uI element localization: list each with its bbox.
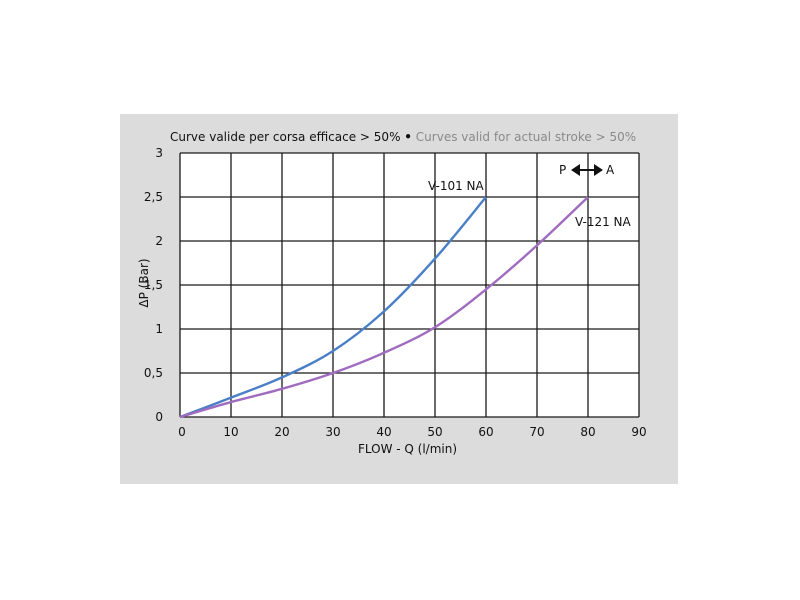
y-tick-label: 2,5 — [144, 190, 163, 204]
title-english: Curves valid for actual stroke > 50% — [415, 130, 637, 144]
x-axis-label: FLOW - Q (l/min) — [358, 442, 457, 456]
double-arrow-left-head — [571, 164, 580, 176]
y-tick-label: 2 — [155, 234, 163, 248]
title-italian: Curve valide per corsa efficace > 50% — [170, 130, 401, 144]
annotation-p-label: P — [559, 163, 566, 177]
double-arrow-right-head — [594, 164, 603, 176]
y-tick-label: 1,5 — [144, 278, 163, 292]
x-tick-label: 10 — [223, 425, 238, 439]
x-tick-label: 0 — [178, 425, 186, 439]
series-line-0 — [179, 196, 487, 419]
chart-title: Curve valide per corsa efficace > 50% • … — [170, 130, 636, 144]
x-tick-label: 80 — [580, 425, 595, 439]
x-tick-label: 20 — [274, 425, 289, 439]
y-tick-label: 0 — [155, 410, 163, 424]
x-tick-label: 50 — [427, 425, 442, 439]
y-tick-label: 1 — [155, 322, 163, 336]
series-label-0: V-101 NA — [428, 179, 485, 193]
y-axis-label: ΔP (Bar) — [137, 258, 151, 307]
y-tick-label: 3 — [155, 146, 163, 160]
title-separator: • — [404, 130, 412, 144]
y-tick-label: 0,5 — [144, 366, 163, 380]
annotation-a-label: A — [606, 163, 615, 177]
series-line-1 — [179, 196, 589, 419]
x-tick-label: 60 — [478, 425, 493, 439]
x-tick-label: 40 — [376, 425, 391, 439]
x-tick-label: 90 — [631, 425, 646, 439]
series-label-1: V-121 NA — [575, 215, 632, 229]
x-tick-label: 30 — [325, 425, 340, 439]
x-tick-label: 70 — [529, 425, 544, 439]
